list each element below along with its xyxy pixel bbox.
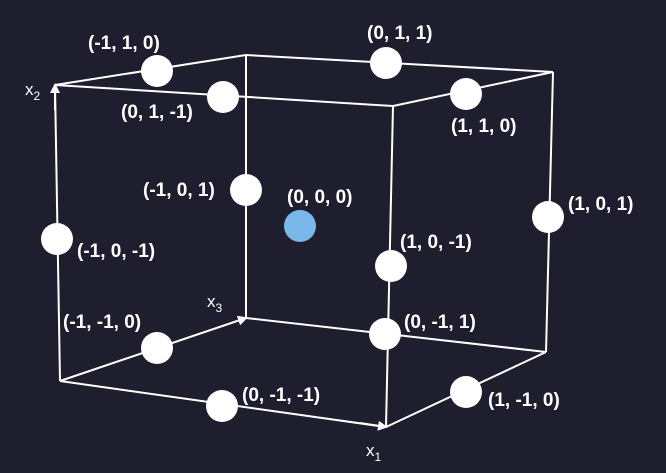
axis-x1-arrow [359,420,388,431]
label-1-0-1: (1, 0, 1) [568,194,633,215]
node-m1-0-1 [230,174,262,206]
node-m1-1-0 [141,55,173,87]
label-m1-m1-0: (-1, -1, 0) [63,312,141,333]
node-0-0-0 [284,210,316,242]
label-0-0-0: (0, 0, 0) [287,187,352,208]
label-0-1-1: (0, 1, 1) [367,23,432,44]
label-0-m1-1: (0, -1, 1) [404,312,476,333]
label-1-m1-0: (1, -1, 0) [488,390,560,411]
node-m1-0-m1 [41,223,73,255]
label-1-0-m1: (1, 0, -1) [400,232,472,253]
node-1-0-m1 [375,250,407,282]
label-m1-0-1: (-1, 0, 1) [143,180,215,201]
node-0-1-1 [370,47,402,79]
label-m1-1-0: (-1, 1, 0) [88,33,160,54]
node-0-1-m1 [207,81,239,113]
node-1-1-0 [450,78,482,110]
node-0-m1-m1 [206,390,238,422]
axis-label-x1: x1 [366,441,382,464]
label-0-1-m1: (0, 1, -1) [121,102,193,123]
node-1-m1-0 [450,376,482,408]
label-m1-0-m1: (-1, 0, -1) [77,241,155,262]
label-1-1-0: (1, 1, 0) [451,116,516,137]
node-1-0-1 [532,201,564,233]
axis-label-x2: x2 [25,80,41,103]
node-0-m1-1 [369,318,401,350]
label-0-m1-m1: (0, -1, -1) [242,385,320,406]
node-m1-m1-0 [141,332,173,364]
axis-label-x3: x3 [207,292,223,315]
